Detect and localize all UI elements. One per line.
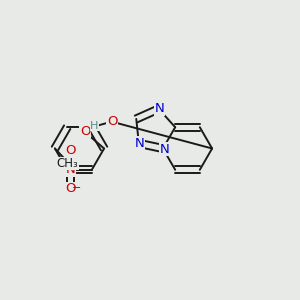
Text: O: O <box>80 124 91 138</box>
Text: O: O <box>66 144 76 158</box>
Text: −: − <box>71 183 81 193</box>
Text: O: O <box>107 115 118 128</box>
Text: CH₃: CH₃ <box>57 157 78 170</box>
Text: O: O <box>66 182 76 195</box>
Text: N: N <box>66 163 76 176</box>
Text: N: N <box>154 102 164 116</box>
Text: H: H <box>90 121 99 131</box>
Text: N: N <box>135 137 144 150</box>
Text: N: N <box>160 142 169 156</box>
Text: +: + <box>71 161 79 171</box>
